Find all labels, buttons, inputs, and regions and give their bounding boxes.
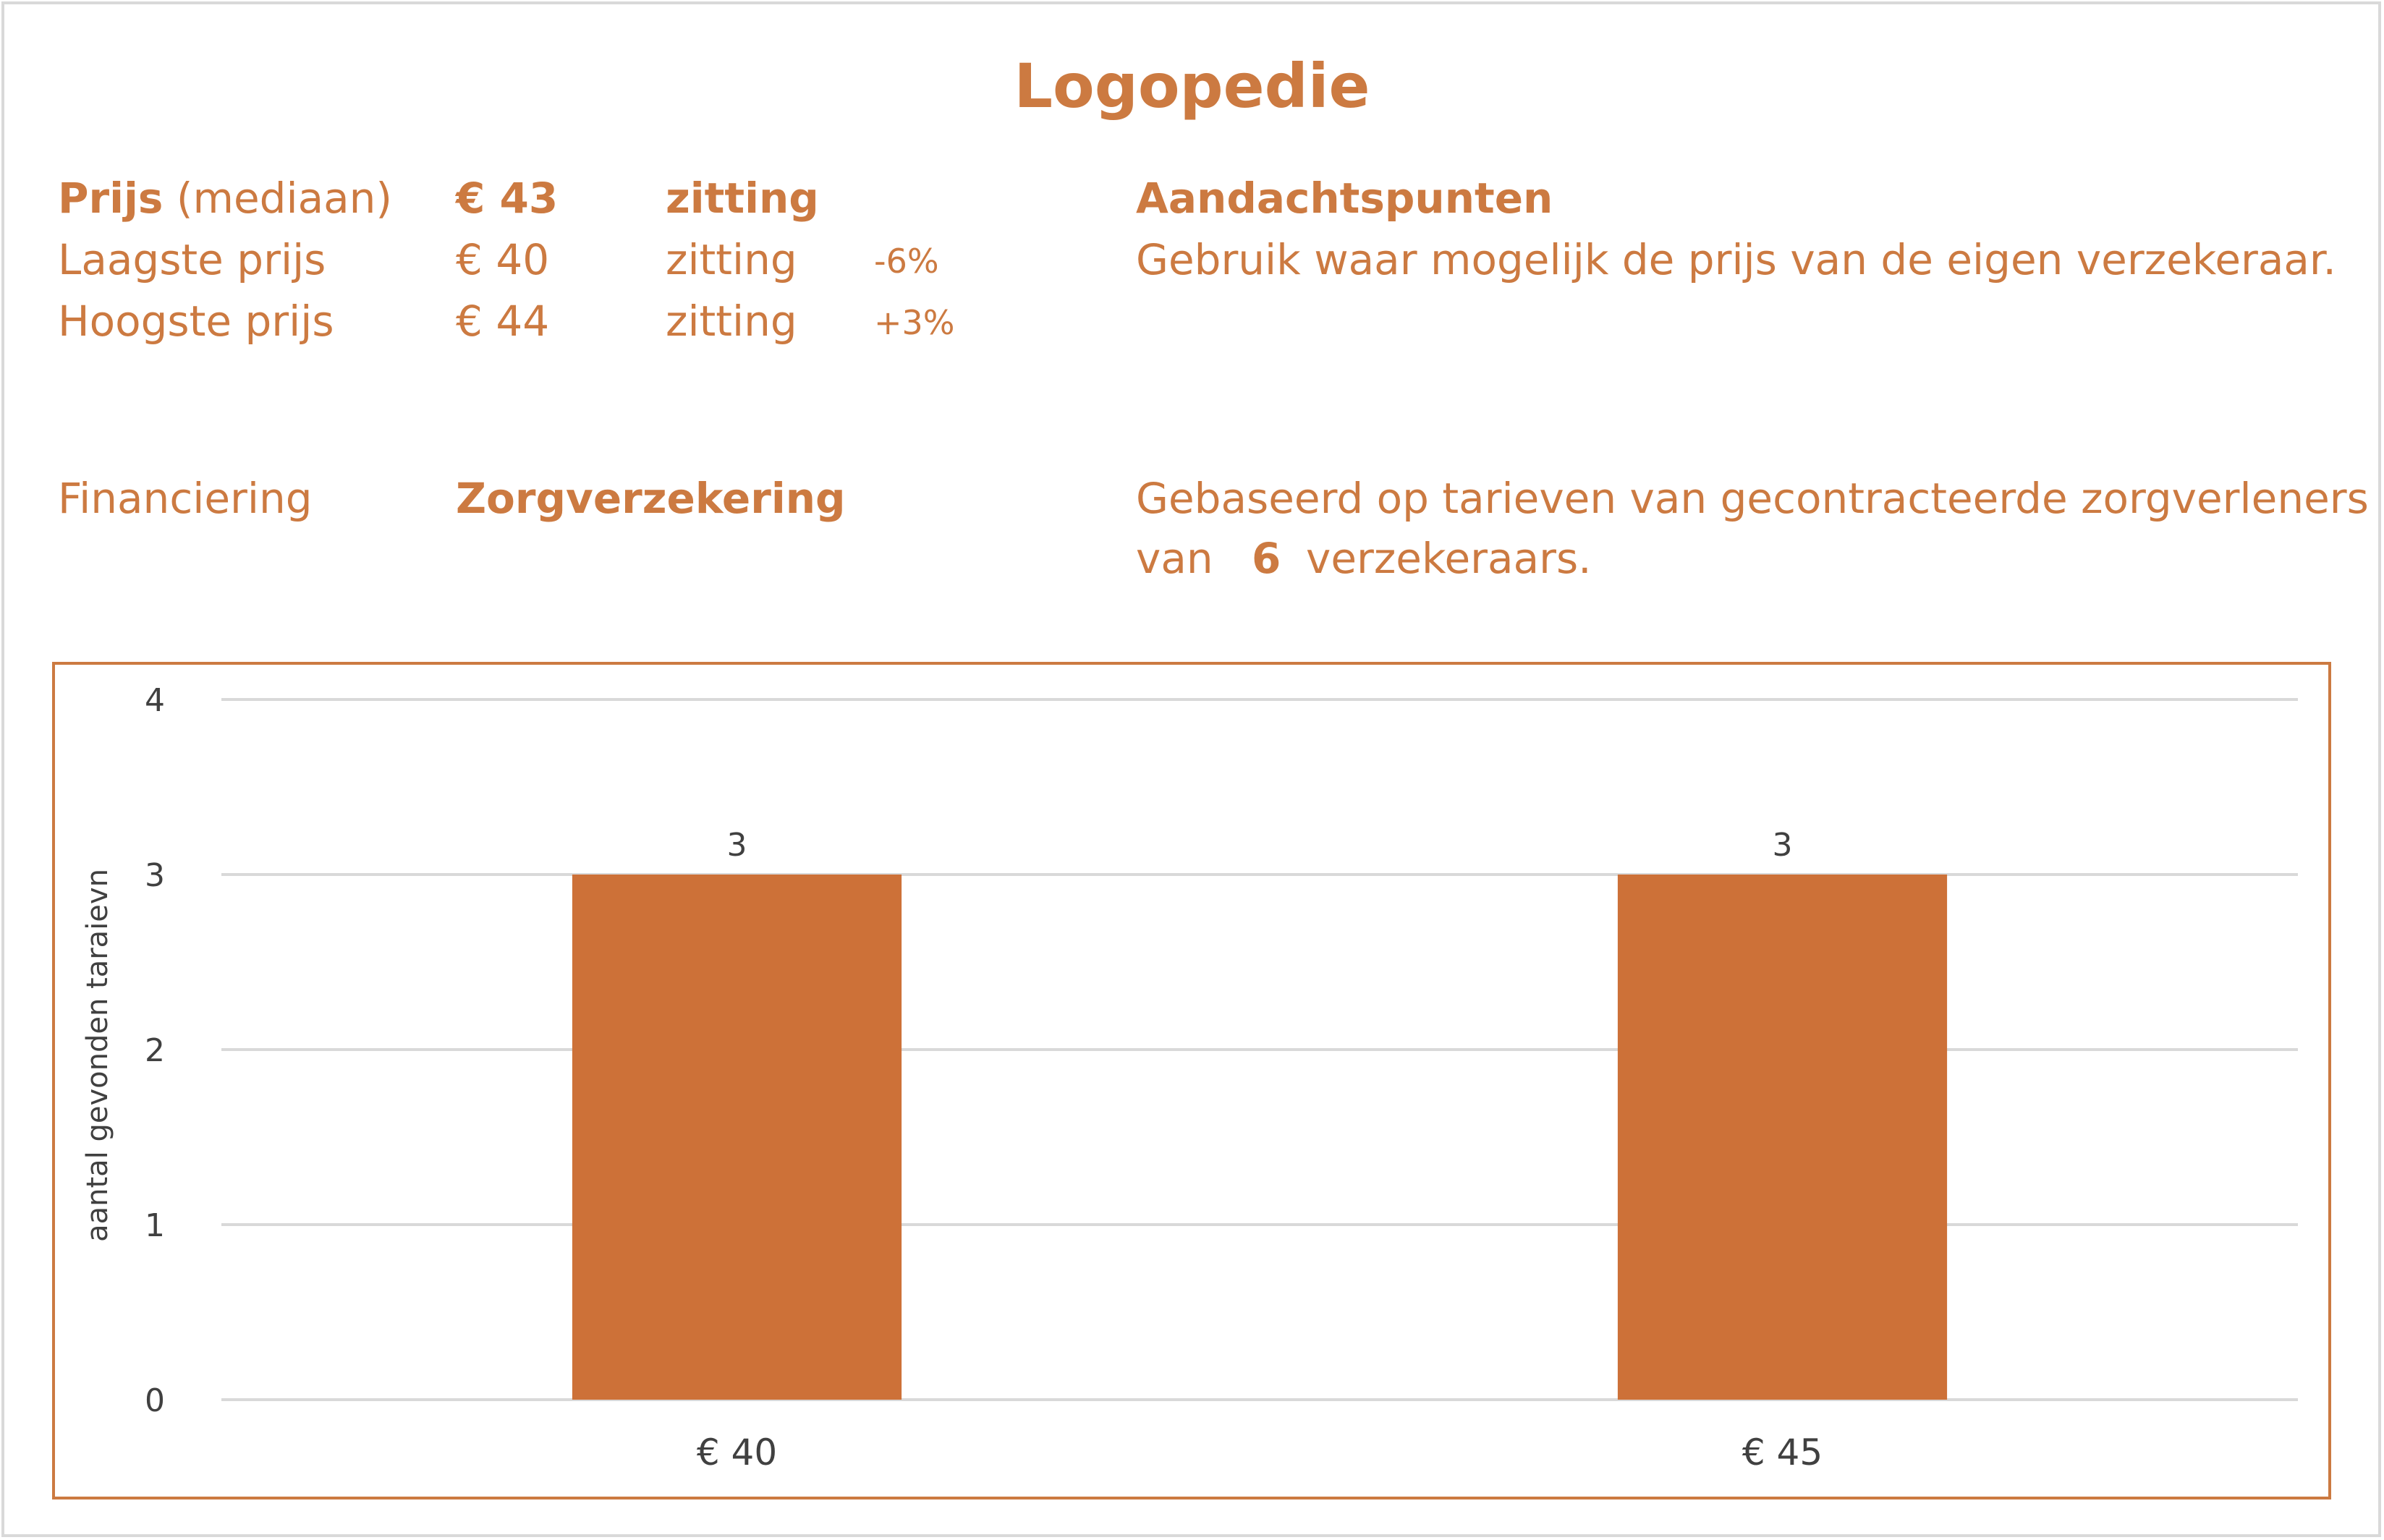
lowest-label: Laagste prijs (58, 235, 326, 284)
chart-panel: 0 1 2 3 4 3 € 40 3 € 45 aantal gevonden taraievn (52, 662, 2331, 1499)
y-tick-label: 3 (145, 857, 165, 894)
highest-percentage: +3% (874, 303, 955, 342)
data-label: 3 (1773, 827, 1793, 864)
basis-suffix: verzekeraars. (1306, 534, 1592, 583)
y-tick-label: 0 (145, 1382, 165, 1419)
page-title: Logopedie (1014, 51, 1370, 122)
y-tick-label: 4 (145, 682, 165, 719)
financing-value: Zorgverzekering (456, 474, 846, 523)
median-price: € 43 (456, 174, 559, 223)
highest-unit: zitting (666, 297, 797, 346)
basis-line: Gebaseerd op tarieven van gecontracteerd… (1136, 474, 2369, 523)
financing-label: Financiering (58, 474, 313, 523)
median-label-rest: (mediaan) (163, 174, 393, 223)
median-label-bold: Prijs (58, 174, 164, 223)
lowest-unit: zitting (666, 235, 797, 284)
median-label: Prijs (mediaan) (58, 177, 392, 219)
basis-prefix: van (1136, 534, 1213, 583)
data-label: 3 (727, 827, 747, 864)
x-tick-label: € 45 (1742, 1431, 1823, 1473)
bar (572, 875, 902, 1400)
y-axis-title: aantal gevonden taraievn (81, 869, 114, 1242)
highest-price: € 44 (456, 297, 550, 346)
bar (1617, 875, 1948, 1400)
highest-label: Hoogste prijs (58, 297, 334, 346)
notes-heading: Aandachtspunten (1136, 174, 1553, 223)
median-unit: zitting (666, 174, 819, 223)
notes-line: Gebruik waar mogelijk de prijs van de ei… (1136, 235, 2336, 284)
lowest-price: € 40 (456, 235, 550, 284)
y-tick-label: 1 (145, 1207, 165, 1244)
lowest-percentage: -6% (874, 242, 939, 281)
basis-count: 6 (1252, 534, 1281, 583)
y-tick-label: 2 (145, 1032, 165, 1069)
bar-chart: 0 1 2 3 4 3 € 40 3 € 45 aantal gevonden taraievn (81, 682, 2298, 1473)
x-tick-label: € 40 (697, 1431, 777, 1473)
